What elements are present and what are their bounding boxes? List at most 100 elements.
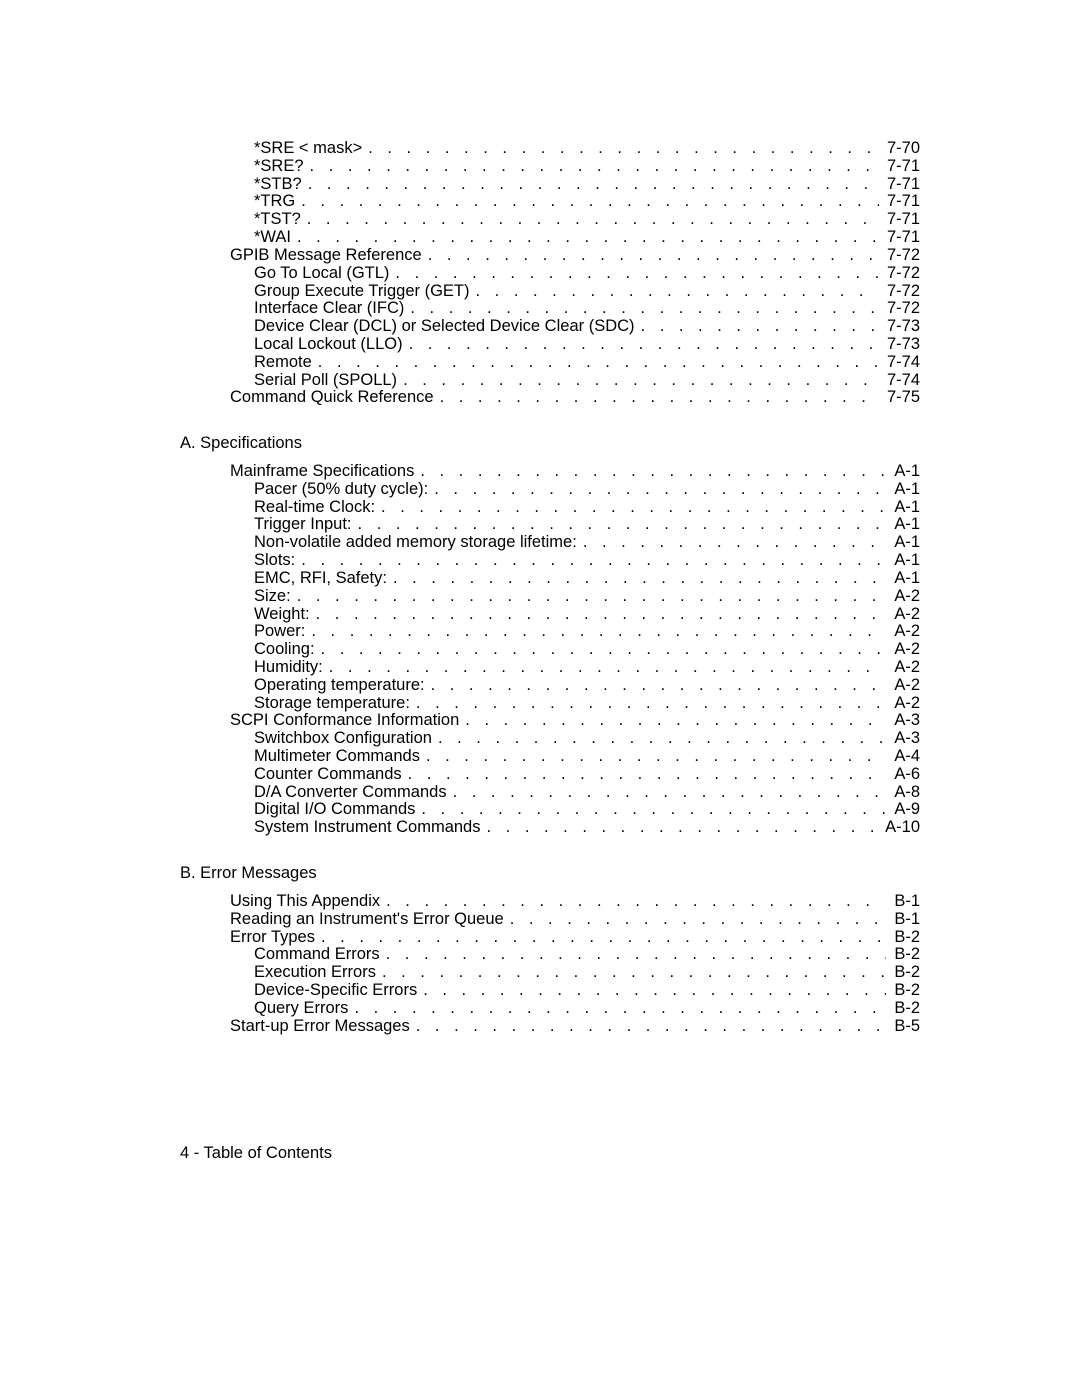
toc-entry-page: 7-74 xyxy=(879,372,920,390)
toc-entry-label: *TST? xyxy=(254,211,307,229)
toc-entry-label: Size: xyxy=(254,588,297,606)
toc-entry-page: A-2 xyxy=(886,695,920,713)
toc-entry-page: 7-71 xyxy=(879,211,920,229)
toc-entry: Serial Poll (SPOLL) 7-74 xyxy=(254,372,920,390)
toc-leader-dots xyxy=(393,570,886,588)
toc-entry-page: A-6 xyxy=(886,766,920,784)
toc-entry-label: Humidity: xyxy=(254,659,329,677)
toc-entry: Trigger Input:A-1 xyxy=(254,516,920,534)
toc-entry: Non-volatile added memory storage lifeti… xyxy=(254,534,920,552)
toc-leader-dots xyxy=(403,372,879,390)
toc-entry-label: Device Clear (DCL) or Selected Device Cl… xyxy=(254,318,641,336)
toc-leader-dots xyxy=(416,1018,887,1036)
toc-entry: *SRE < mask>7-70 xyxy=(254,140,920,158)
page-container: *SRE < mask>7-70*SRE?7-71*STB?7-71*TRG7-… xyxy=(0,0,1080,1223)
toc-leader-dots xyxy=(416,695,886,713)
toc-leader-dots xyxy=(408,766,887,784)
toc-leader-dots xyxy=(386,893,886,911)
toc-entry: System Instrument CommandsA-10 xyxy=(254,819,920,837)
toc-leader-dots xyxy=(321,641,887,659)
toc-leader-dots xyxy=(307,211,879,229)
toc-entry-page: 7-72 xyxy=(879,283,920,301)
toc-entry-label: *SRE? xyxy=(254,158,310,176)
toc-entry: Real-time Clock:A-1 xyxy=(254,499,920,517)
toc-leader-dots xyxy=(428,247,879,265)
toc-entry-label: GPIB Message Reference xyxy=(230,247,428,265)
toc-entry: Multimeter CommandsA-4 xyxy=(254,748,920,766)
toc-entry: GPIB Message Reference7-72 xyxy=(230,247,920,265)
toc-entry: Execution ErrorsB-2 xyxy=(254,964,920,982)
toc-leader-dots xyxy=(410,300,879,318)
toc-entry-label: SCPI Conformance Information xyxy=(230,712,465,730)
toc-leader-dots xyxy=(465,712,886,730)
page-footer: 4 - Table of Contents xyxy=(180,1145,920,1163)
toc-entry-page: B-5 xyxy=(886,1018,920,1036)
toc-entry-page: 7-71 xyxy=(879,158,920,176)
toc-entry: Group Execute Trigger (GET)7-72 xyxy=(254,283,920,301)
toc-entry: Remote7-74 xyxy=(254,354,920,372)
toc-entry-page: A-1 xyxy=(886,552,920,570)
toc-leader-dots xyxy=(487,819,878,837)
toc-entry-label: Pacer (50% duty cycle): xyxy=(254,481,434,499)
toc-entry-label: Start-up Error Messages xyxy=(230,1018,416,1036)
toc-leader-dots xyxy=(301,552,886,570)
toc-entry: Pacer (50% duty cycle):A-1 xyxy=(254,481,920,499)
toc-entry-label: Non-volatile added memory storage lifeti… xyxy=(254,534,583,552)
toc-entry-label: Operating temperature: xyxy=(254,677,431,695)
toc-entry: Operating temperature: A-2 xyxy=(254,677,920,695)
toc-leader-dots xyxy=(318,354,879,372)
toc-entry-page: B-2 xyxy=(886,982,920,1000)
toc-entry-page: B-2 xyxy=(886,964,920,982)
toc-entry-page: B-2 xyxy=(886,946,920,964)
toc-entry: *STB?7-71 xyxy=(254,176,920,194)
toc-entry: *WAI7-71 xyxy=(254,229,920,247)
toc-entry: D/A Converter CommandsA-8 xyxy=(254,784,920,802)
toc-leader-dots xyxy=(431,677,887,695)
toc-entry-page: A-9 xyxy=(886,801,920,819)
toc-entry-label: Error Types xyxy=(230,929,321,947)
section-heading: A. Specifications xyxy=(180,435,920,453)
toc-entry: Humidity:A-2 xyxy=(254,659,920,677)
toc-entry-label: Serial Poll (SPOLL) xyxy=(254,372,403,390)
toc-entry-label: Command Errors xyxy=(254,946,386,964)
toc-entry: *TRG 7-71 xyxy=(254,193,920,211)
toc-leader-dots xyxy=(321,929,886,947)
toc-entry-label: Slots: xyxy=(254,552,301,570)
toc-entry: Go To Local (GTL)7-72 xyxy=(254,265,920,283)
toc-leader-dots xyxy=(301,193,879,211)
toc-entry-page: 7-71 xyxy=(879,176,920,194)
toc-entry-page: 7-73 xyxy=(879,318,920,336)
toc-entry-label: Trigger Input: xyxy=(254,516,358,534)
toc-entry: Device Clear (DCL) or Selected Device Cl… xyxy=(254,318,920,336)
toc-entry-label: Digital I/O Commands xyxy=(254,801,421,819)
toc-entry-page: A-1 xyxy=(886,570,920,588)
toc-entry-page: 7-71 xyxy=(879,193,920,211)
toc-leader-dots xyxy=(354,1000,886,1018)
toc-leader-dots xyxy=(434,481,886,499)
toc-entry-label: Counter Commands xyxy=(254,766,408,784)
toc-leader-dots xyxy=(316,606,887,624)
toc-entry: EMC, RFI, Safety:A-1 xyxy=(254,570,920,588)
toc-entry-label: Local Lockout (LLO) xyxy=(254,336,409,354)
toc-entry-label: *TRG xyxy=(254,193,301,211)
toc-leader-dots xyxy=(310,158,879,176)
toc-entry: Device-Specific ErrorsB-2 xyxy=(254,982,920,1000)
toc-leader-dots xyxy=(423,982,886,1000)
toc-entry: Error TypesB-2 xyxy=(230,929,920,947)
toc-entry: Counter Commands A-6 xyxy=(254,766,920,784)
toc-entry: Size:A-2 xyxy=(254,588,920,606)
toc-entry-page: 7-71 xyxy=(879,229,920,247)
toc-leader-dots xyxy=(453,784,887,802)
toc-leader-dots xyxy=(368,140,879,158)
toc-entry-label: Power: xyxy=(254,623,311,641)
toc-entry: Using This AppendixB-1 xyxy=(230,893,920,911)
toc-entry: Storage temperature:A-2 xyxy=(254,695,920,713)
toc-entry-label: Weight: xyxy=(254,606,316,624)
toc-entry-page: A-2 xyxy=(886,677,920,695)
toc-entry-page: 7-73 xyxy=(879,336,920,354)
toc-entry-page: B-1 xyxy=(886,911,920,929)
toc-leader-dots xyxy=(381,499,886,517)
toc-section: B. Error MessagesUsing This AppendixB-1R… xyxy=(180,865,920,1035)
toc-entry-page: A-3 xyxy=(886,712,920,730)
toc-section: *SRE < mask>7-70*SRE?7-71*STB?7-71*TRG7-… xyxy=(180,140,920,407)
